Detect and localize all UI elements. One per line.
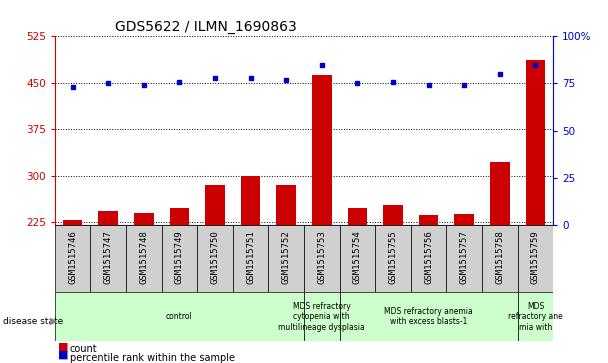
Bar xyxy=(454,214,474,225)
Bar xyxy=(233,225,268,292)
Bar xyxy=(383,205,403,225)
Bar xyxy=(517,292,553,341)
Bar xyxy=(446,225,482,292)
Bar xyxy=(55,292,304,341)
Text: percentile rank within the sample: percentile rank within the sample xyxy=(70,352,235,363)
Bar xyxy=(340,292,517,341)
Text: MDS refractory anemia
with excess blasts-1: MDS refractory anemia with excess blasts… xyxy=(384,307,473,326)
Bar xyxy=(134,213,154,225)
Text: ■: ■ xyxy=(58,350,68,360)
Text: GDS5622 / ILMN_1690863: GDS5622 / ILMN_1690863 xyxy=(114,20,296,34)
Bar xyxy=(162,225,197,292)
Bar xyxy=(526,60,545,225)
Text: GSM1515755: GSM1515755 xyxy=(389,231,398,284)
Bar xyxy=(517,225,553,292)
Text: control: control xyxy=(166,312,193,321)
Bar xyxy=(55,225,91,292)
Bar xyxy=(304,292,340,341)
Bar xyxy=(197,225,233,292)
Bar xyxy=(411,225,446,292)
Bar xyxy=(277,185,296,225)
Text: GSM1515754: GSM1515754 xyxy=(353,231,362,284)
Text: GSM1515749: GSM1515749 xyxy=(175,231,184,284)
Text: GSM1515758: GSM1515758 xyxy=(496,231,505,284)
Bar xyxy=(348,208,367,225)
Bar xyxy=(98,211,118,225)
Text: GSM1515753: GSM1515753 xyxy=(317,231,326,284)
Text: GSM1515759: GSM1515759 xyxy=(531,231,540,284)
Bar xyxy=(63,220,82,225)
Text: GSM1515751: GSM1515751 xyxy=(246,231,255,284)
Bar xyxy=(340,225,375,292)
Bar xyxy=(312,75,331,225)
Bar xyxy=(241,176,260,225)
Bar xyxy=(419,215,438,225)
Text: MDS refractory
cytopenia with
multilineage dysplasia: MDS refractory cytopenia with multilinea… xyxy=(278,302,365,332)
Bar xyxy=(126,225,162,292)
Bar xyxy=(375,225,411,292)
Text: GSM1515750: GSM1515750 xyxy=(210,231,219,284)
Bar xyxy=(482,225,517,292)
Text: GSM1515756: GSM1515756 xyxy=(424,231,433,284)
Text: count: count xyxy=(70,344,97,354)
Text: GSM1515757: GSM1515757 xyxy=(460,231,469,284)
Bar xyxy=(268,225,304,292)
Text: disease state: disease state xyxy=(3,317,63,326)
Text: ■: ■ xyxy=(58,341,68,351)
Bar xyxy=(170,208,189,225)
Bar xyxy=(490,162,510,225)
Text: GSM1515747: GSM1515747 xyxy=(103,231,112,284)
Bar xyxy=(304,225,340,292)
Text: MDS
refractory ane
mia with: MDS refractory ane mia with xyxy=(508,302,563,332)
Bar xyxy=(91,225,126,292)
Text: GSM1515748: GSM1515748 xyxy=(139,231,148,284)
Bar xyxy=(205,185,225,225)
Text: ▶: ▶ xyxy=(50,316,58,326)
Text: GSM1515752: GSM1515752 xyxy=(282,231,291,284)
Text: GSM1515746: GSM1515746 xyxy=(68,231,77,284)
